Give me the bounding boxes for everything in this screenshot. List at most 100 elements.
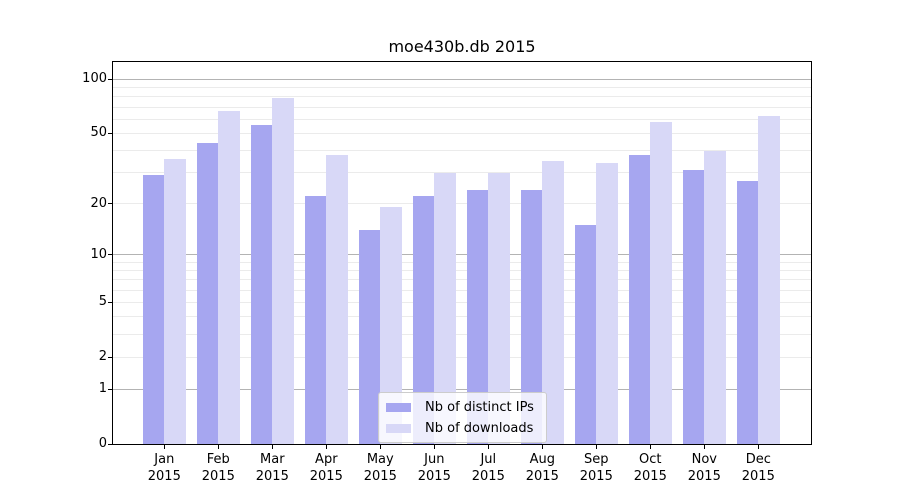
minor-gridline	[113, 279, 811, 281]
bar-downloads-dec	[758, 115, 780, 444]
x-tick-mark	[595, 445, 597, 449]
bar-downloads-oct	[650, 121, 672, 444]
y-tick-mark	[108, 301, 112, 303]
minor-gridline	[113, 334, 811, 336]
bar-downloads-aug	[542, 160, 564, 444]
y-tick-label: 5	[98, 294, 107, 310]
bar-distinct-ips-sep	[574, 225, 597, 444]
x-tick-year: 2015	[363, 469, 397, 484]
x-tick-mark	[649, 445, 651, 449]
x-tick-month: Jun	[424, 452, 445, 467]
minor-gridline	[113, 301, 811, 303]
bar-distinct-ips-mar	[250, 124, 273, 444]
x-tick-month: Jul	[480, 452, 497, 467]
minor-gridline	[113, 289, 811, 291]
bar-downloads-jun	[434, 172, 456, 444]
y-tick-mark	[108, 388, 112, 390]
legend-label: Nb of downloads	[425, 420, 534, 436]
legend-swatch	[386, 423, 411, 433]
bar-distinct-ips-jan	[142, 175, 165, 444]
bar-distinct-ips-apr	[304, 196, 327, 444]
x-tick-mark	[757, 445, 759, 449]
bar-distinct-ips-oct	[628, 154, 651, 444]
x-tick-mark	[541, 445, 543, 449]
bar-distinct-ips-aug	[520, 189, 543, 444]
y-tick-mark	[108, 78, 112, 80]
bar-downloads-jan	[164, 158, 186, 444]
legend-item: Nb of distinct IPs	[386, 398, 534, 416]
bar-downloads-sep	[596, 163, 618, 444]
x-tick-year: 2015	[633, 469, 667, 484]
bar-downloads-jul	[488, 172, 510, 444]
x-tick-label: Nov 2015	[674, 451, 734, 485]
y-tick-label: 1	[98, 381, 107, 397]
bar-distinct-ips-dec	[736, 180, 759, 444]
bar-distinct-ips-feb	[196, 143, 219, 444]
y-tick-label: 10	[90, 246, 107, 262]
minor-gridline	[113, 87, 811, 89]
minor-gridline	[113, 150, 811, 152]
bar-distinct-ips-nov	[682, 170, 705, 444]
x-tick-label: Mar 2015	[242, 451, 302, 485]
legend: Nb of distinct IPs Nb of downloads	[378, 392, 547, 443]
x-tick-year: 2015	[147, 469, 181, 484]
bar-downloads-mar	[272, 97, 294, 444]
x-tick-mark	[271, 445, 273, 449]
bar-downloads-may	[380, 207, 402, 444]
minor-gridline	[113, 261, 811, 263]
x-tick-month: Oct	[639, 452, 662, 467]
x-tick-month: Jan	[154, 452, 175, 467]
x-tick-month: May	[366, 452, 394, 467]
x-tick-year: 2015	[687, 469, 721, 484]
plot-area	[112, 61, 812, 445]
y-tick-label: 2	[98, 349, 107, 365]
bar-distinct-ips-may	[358, 230, 381, 444]
x-tick-mark	[163, 445, 165, 449]
x-tick-label: Dec 2015	[728, 451, 788, 485]
y-tick-mark	[108, 254, 112, 256]
minor-gridline	[113, 316, 811, 318]
x-tick-month: Apr	[315, 452, 338, 467]
x-tick-year: 2015	[471, 469, 505, 484]
x-tick-month: Feb	[206, 452, 230, 467]
x-tick-mark	[379, 445, 381, 449]
x-tick-label: Feb 2015	[188, 451, 248, 485]
y-tick-label: 20	[90, 195, 107, 211]
minor-gridline	[113, 106, 811, 108]
x-tick-mark	[325, 445, 327, 449]
x-tick-mark	[703, 445, 705, 449]
minor-gridline	[113, 118, 811, 120]
y-tick-mark	[108, 443, 112, 445]
y-tick-mark	[108, 203, 112, 205]
bar-downloads-apr	[326, 154, 348, 444]
y-tick-label: 100	[82, 71, 107, 87]
legend-label: Nb of distinct IPs	[425, 399, 534, 415]
y-tick-label: 0	[98, 436, 107, 451]
x-tick-year: 2015	[741, 469, 775, 484]
x-tick-year: 2015	[417, 469, 451, 484]
legend-swatch	[386, 402, 411, 412]
major-gridline	[113, 388, 811, 390]
bar-downloads-feb	[218, 110, 240, 444]
x-tick-label: Oct 2015	[620, 451, 680, 485]
chart-title: moe430b.db 2015	[388, 37, 536, 56]
x-tick-year: 2015	[525, 469, 559, 484]
minor-gridline	[113, 132, 811, 134]
x-tick-year: 2015	[201, 469, 235, 484]
x-tick-label: Aug 2015	[512, 451, 572, 485]
minor-gridline	[113, 172, 811, 174]
x-tick-year: 2015	[255, 469, 289, 484]
bar-distinct-ips-jul	[466, 189, 489, 444]
x-tick-mark	[217, 445, 219, 449]
x-tick-month: Nov	[691, 452, 717, 467]
x-tick-month: Aug	[529, 452, 555, 467]
major-gridline	[113, 254, 811, 256]
x-tick-label: Jul 2015	[458, 451, 518, 485]
legend-item: Nb of downloads	[386, 419, 534, 437]
x-tick-year: 2015	[309, 469, 343, 484]
x-tick-label: Apr 2015	[296, 451, 356, 485]
x-tick-month: Mar	[260, 452, 285, 467]
x-tick-year: 2015	[579, 469, 613, 484]
minor-gridline	[113, 269, 811, 271]
